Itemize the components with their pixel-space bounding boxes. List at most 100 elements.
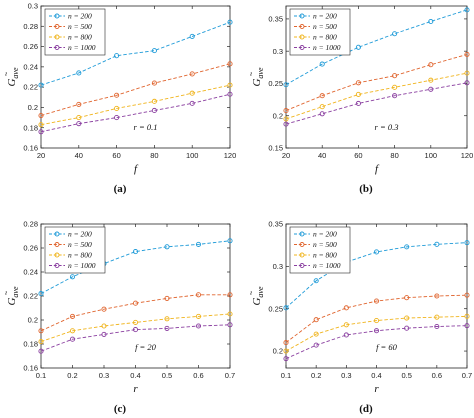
- x-tick-label: 60: [112, 151, 120, 160]
- data-point: [392, 73, 398, 79]
- series-line: [285, 242, 468, 309]
- x-tick-label: 80: [150, 151, 158, 160]
- y-tick-label: 0.16: [23, 364, 38, 373]
- data-point: [464, 51, 470, 57]
- series-line: [285, 72, 468, 120]
- data-point: [38, 291, 44, 297]
- x-axis-label: r: [133, 383, 138, 395]
- y-tick-label: 0.3: [28, 2, 38, 11]
- x-tick-label: 0.4: [371, 371, 381, 380]
- x-tick-label: 0.5: [401, 371, 411, 380]
- panel-caption: (b): [359, 183, 373, 195]
- data-point: [283, 116, 289, 122]
- data-point: [101, 331, 107, 337]
- x-tick-label: 0.2: [67, 371, 77, 380]
- data-point: [355, 44, 361, 50]
- data-point: [404, 315, 410, 321]
- data-point: [69, 328, 76, 334]
- data-point: [151, 48, 157, 54]
- legend-entry: n = 800: [313, 251, 337, 260]
- data-point: [164, 295, 170, 301]
- data-point: [343, 332, 349, 338]
- y-tick-label: 0.22: [23, 83, 38, 92]
- panel-caption: (c): [114, 403, 127, 415]
- legend-entry: n = 1000: [68, 43, 96, 52]
- data-point: [114, 53, 120, 59]
- y-tick-label: 0.2: [273, 347, 283, 356]
- data-point: [428, 18, 434, 25]
- legend-swatch-marker: [54, 45, 60, 50]
- series-line: [285, 325, 468, 360]
- legend-swatch-marker: [54, 34, 60, 40]
- data-point: [283, 121, 289, 127]
- x-tick-label: 0.3: [341, 371, 351, 380]
- series-line: [40, 84, 231, 126]
- x-tick-label: 0.1: [281, 371, 291, 380]
- x-tick-label: 0.7: [225, 371, 235, 380]
- legend-entry: n = 200: [313, 230, 337, 239]
- panel-annotation: f = 60: [376, 342, 398, 352]
- data-point: [38, 339, 44, 345]
- legend-entry: n = 800: [313, 33, 337, 42]
- chart-panel-1: 20 40 60 80 100 1200.150.20.250.30.35fGave~n …: [247, 5, 473, 195]
- data-point: [464, 80, 470, 86]
- series-line: [40, 21, 231, 86]
- data-point: [189, 71, 195, 77]
- data-point: [114, 105, 120, 111]
- data-point: [38, 348, 44, 354]
- data-point: [227, 292, 233, 298]
- x-tick-label: 0.6: [193, 371, 203, 380]
- data-point: [373, 249, 380, 255]
- y-tick-label: 0.3: [273, 47, 283, 56]
- data-point: [313, 331, 319, 337]
- x-tick-label: 40: [318, 151, 326, 160]
- y-tick-label: 0.16: [23, 144, 38, 153]
- legend-entry: n = 200: [313, 12, 337, 21]
- data-point: [227, 91, 233, 97]
- data-point: [319, 104, 325, 110]
- legend-swatch-marker: [54, 24, 60, 29]
- y-tick-label: 0.18: [23, 340, 38, 349]
- x-tick-label: 0.5: [162, 371, 172, 380]
- data-point: [434, 323, 440, 330]
- data-point: [227, 322, 233, 328]
- panel-annotation: r = 0.3: [375, 122, 399, 132]
- data-point: [227, 311, 233, 317]
- legend-entry: n = 1000: [313, 43, 341, 52]
- legend-swatch-marker: [54, 231, 60, 237]
- data-point: [464, 292, 470, 298]
- legend-entry: n = 200: [68, 12, 92, 21]
- panel-annotation: r = 0.1: [134, 122, 158, 132]
- legend-entry: n = 200: [68, 230, 92, 239]
- legend-entry: n = 800: [68, 251, 92, 260]
- y-tick-label: 0.35: [268, 15, 283, 24]
- data-point: [227, 61, 233, 67]
- data-point: [464, 7, 470, 13]
- y-tick-label: 0.24: [23, 268, 38, 277]
- y-tick-label: 0.26: [23, 42, 38, 51]
- y-tick-label: 0.25: [268, 304, 283, 313]
- data-point: [101, 306, 107, 312]
- panel-caption: (a): [114, 183, 127, 195]
- y-tick-label: 0.28: [23, 220, 38, 229]
- data-point: [355, 80, 361, 86]
- data-point: [355, 91, 361, 97]
- data-point: [195, 292, 202, 298]
- data-point: [38, 129, 44, 135]
- chart-panel-0: 20 40 60 80 100 120 0.16 0.18 0.2 0.22 0.24 0.26 0.2…: [2, 2, 236, 195]
- legend-entry: n = 500: [313, 240, 337, 249]
- data-point: [76, 121, 82, 127]
- legend-entry: n = 1000: [313, 261, 341, 270]
- y-tick-label: 0.15: [268, 144, 283, 153]
- data-point: [313, 278, 319, 284]
- y-tick-label: 0.3: [273, 262, 283, 271]
- series-line: [285, 9, 468, 86]
- y-axis-accent: ~: [247, 71, 256, 76]
- x-axis-label: r: [374, 383, 379, 395]
- legend-swatch-marker: [299, 242, 305, 247]
- y-tick-label: 0.2: [28, 103, 38, 112]
- legend-swatch-marker: [299, 24, 305, 29]
- data-point: [69, 336, 76, 342]
- series-line: [40, 93, 231, 133]
- x-tick-label: 20: [37, 151, 45, 160]
